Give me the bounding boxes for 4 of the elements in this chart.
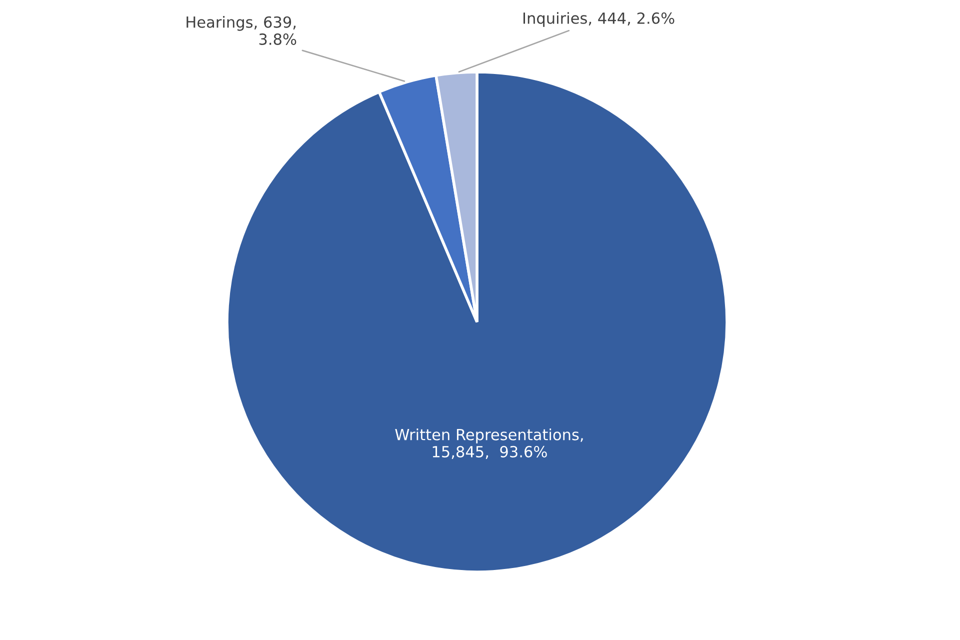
slice-label: Hearings, 639, 3.8% <box>186 16 296 45</box>
slice-label: Inquiries, 444, 2.6% <box>524 12 674 27</box>
pie-slice <box>226 70 728 574</box>
slice-label: Written Representations, 15,845, 93.6% <box>395 428 583 460</box>
